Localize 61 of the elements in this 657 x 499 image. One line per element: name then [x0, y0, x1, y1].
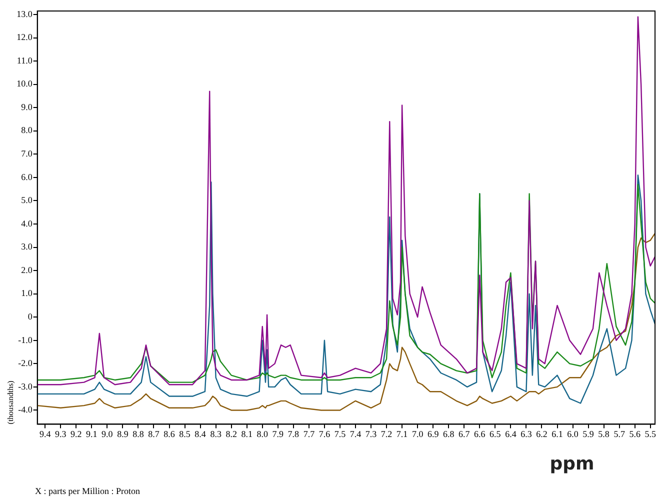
text: X : parts per Million : Proton: [35, 486, 140, 496]
x-tick-label: 8.1: [241, 428, 252, 439]
x-tick-label: 6.4: [505, 428, 517, 439]
y-tick-label: 4.0: [21, 218, 33, 228]
x-tick-label: 5.7: [614, 428, 626, 439]
x-tick-label: 8.7: [148, 428, 160, 439]
x-tick-label: 8.9: [117, 428, 129, 439]
y-tick-label: -4.0: [18, 404, 33, 415]
x-tick-label: 6.8: [442, 428, 455, 439]
x-tick-label: 5.9: [582, 428, 594, 439]
x-tick-label: 8.3: [210, 428, 222, 439]
x-tick-label: 5.8: [598, 428, 610, 439]
y-tick-label: 13.0: [16, 8, 33, 19]
y-tick-label: 11.0: [16, 55, 33, 66]
x-tick-label: 7.6: [318, 428, 331, 439]
y-tick-label: -1.0: [18, 334, 33, 345]
x-tick-label: 6.2: [536, 428, 548, 439]
y-tick-label: -2.0: [18, 358, 33, 368]
x-tick-label: 8.5: [179, 428, 191, 439]
x-tick-label: 6.9: [427, 428, 440, 439]
x-tick-label: 6.7: [458, 428, 470, 439]
y-tick-label: 6.0: [21, 172, 33, 182]
x-tick-label: 7.8: [288, 428, 300, 439]
x-tick-label: 9.2: [70, 428, 82, 439]
x-tick-label: 7.1: [396, 428, 408, 439]
x-tick-label: 8.6: [164, 428, 176, 439]
x-tick-label: 9.4: [39, 428, 52, 439]
x-axis-title: ppm: [550, 454, 594, 475]
y-tick-label: 7.0: [21, 148, 33, 159]
x-tick-label: 7.7: [303, 428, 316, 439]
x-tick-label: 7.4: [350, 428, 362, 439]
x-tick-label: 9.0: [102, 428, 114, 439]
y-tick-label: 10.0: [16, 78, 33, 89]
y-axis-title: (thousandths): [6, 380, 15, 424]
x-tick-label: 7.0: [412, 428, 424, 439]
x-tick-label: 8.2: [226, 428, 237, 439]
x-tick-label: 6.0: [567, 428, 579, 439]
x-tick-label: 7.5: [334, 428, 346, 439]
x-tick-label: 7.9: [272, 428, 284, 439]
x-tick-label: 6.3: [520, 428, 532, 439]
x-tick-label: 8.8: [132, 428, 144, 439]
x-tick-label: 5.5: [644, 428, 656, 439]
y-tick-label: 2.0: [21, 264, 33, 275]
y-tick-label: -3.0: [18, 381, 33, 392]
x-tick-label: 5.6: [629, 428, 641, 439]
x-tick-label: 7.3: [365, 428, 378, 439]
y-tick-label: 9.0: [21, 102, 33, 112]
y-tick-label: 8.0: [21, 125, 33, 136]
x-tick-label: 6.6: [474, 428, 486, 439]
y-tick-label: 12.0: [16, 32, 33, 42]
x-tick-label: 7.2: [380, 428, 392, 439]
x-tick-label: 8.0: [256, 428, 269, 439]
y-tick-label: 5.0: [21, 195, 33, 206]
x-tick-label: 9.3: [55, 428, 67, 439]
x-tick-label: 8.4: [194, 428, 206, 439]
y-tick-label: 0: [28, 311, 33, 322]
x-tick-label: 9.1: [86, 428, 98, 439]
x-tick-label: 6.1: [552, 428, 563, 439]
x-tick-label: 6.5: [490, 428, 502, 439]
y-tick-label: 1.0: [21, 288, 33, 298]
y-tick-label: 3.0: [21, 242, 33, 252]
